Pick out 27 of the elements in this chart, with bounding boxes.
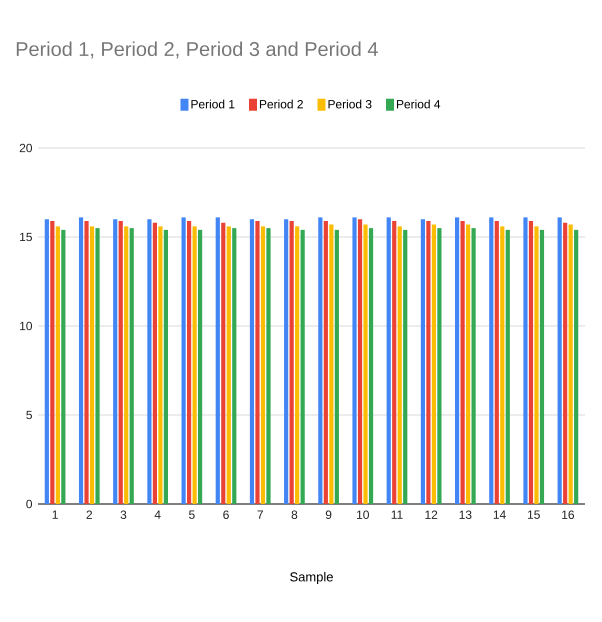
x-tick-label: 8 bbox=[292, 510, 298, 519]
x-tick-label: 10 bbox=[357, 510, 369, 519]
x-tick-label: 13 bbox=[460, 510, 472, 519]
x-tick-label: 12 bbox=[425, 510, 438, 519]
x-tick-label: 16 bbox=[562, 510, 574, 519]
y-tick-label: 10 bbox=[20, 322, 32, 330]
x-tick-label: 14 bbox=[494, 510, 506, 519]
legend-label: Period 2 bbox=[260, 100, 303, 108]
x-tick-label: 9 bbox=[326, 510, 332, 519]
x-tick-label: 6 bbox=[223, 510, 229, 519]
x-tick-label: 15 bbox=[528, 510, 540, 519]
y-tick-label: 0 bbox=[26, 500, 32, 508]
x-tick-label: 7 bbox=[258, 510, 263, 519]
x-tick-label: 11 bbox=[392, 510, 403, 519]
legend-label: Period 1 bbox=[191, 100, 234, 108]
legend-label: Period 4 bbox=[396, 100, 440, 108]
chart-title: Period 1, Period 2, Period 3 and Period 4 bbox=[16, 42, 378, 58]
x-tick-label: 3 bbox=[120, 510, 126, 519]
x-tick-label: 5 bbox=[189, 510, 195, 519]
y-tick-label: 15 bbox=[20, 232, 32, 242]
y-tick-label: 20 bbox=[20, 144, 32, 152]
x-tick-label: 2 bbox=[86, 510, 92, 519]
legend-label: Period 3 bbox=[328, 100, 372, 108]
x-tick-label: 4 bbox=[154, 510, 161, 519]
x-axis-title: Sample bbox=[290, 572, 333, 584]
x-tick-label: 1 bbox=[52, 510, 58, 519]
y-tick-label: 5 bbox=[26, 410, 32, 420]
